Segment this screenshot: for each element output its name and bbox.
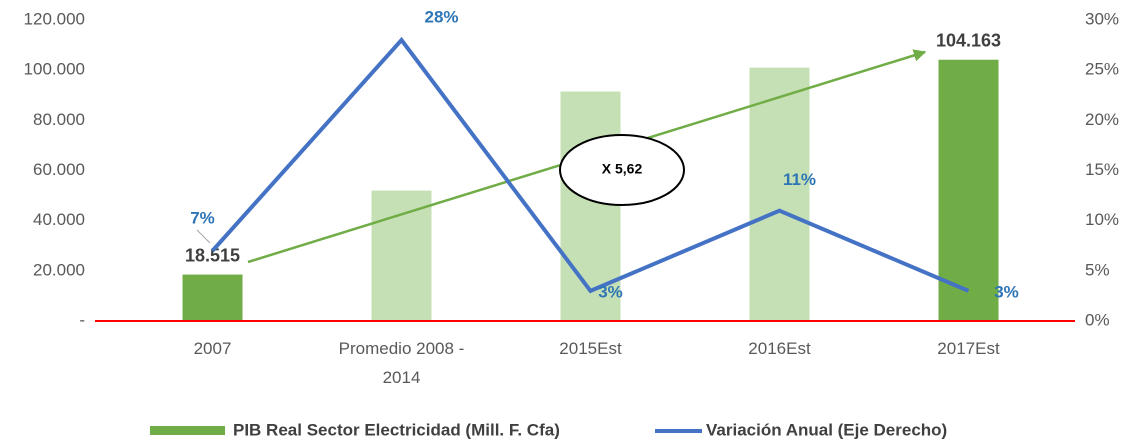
x-tick-label: 2015Est [559, 339, 622, 358]
y-tick-label: 20.000 [33, 260, 85, 279]
bar [371, 190, 432, 321]
x-tick-label: 2016Est [748, 339, 811, 358]
bar [749, 67, 810, 322]
bar-value-label: 104.163 [936, 30, 1001, 50]
bar [938, 59, 999, 321]
y-tick-label: 60.000 [33, 160, 85, 179]
x-tick-label: 2017Est [937, 339, 1000, 358]
annotation-ellipse [559, 134, 685, 206]
y-tick-label: 80.000 [33, 110, 85, 129]
y-tick-label: 100.000 [24, 60, 85, 79]
bar-value-label: 18.515 [185, 245, 240, 265]
line-value-label: 3% [598, 282, 623, 301]
y2-tick-label: 10% [1085, 210, 1119, 229]
y-tick-label: 120.000 [24, 9, 85, 28]
x-tick-label: Promedio 2008 -2014 [339, 339, 465, 387]
y-tick-label: 40.000 [33, 210, 85, 229]
leader [196, 229, 211, 244]
y2-tick-label: 0% [1085, 310, 1110, 329]
y2-tick-label: 25% [1085, 60, 1119, 79]
y2-tick-label: 5% [1085, 260, 1110, 279]
y2-tick-label: 15% [1085, 160, 1119, 179]
y2-tick-label: 30% [1085, 9, 1119, 28]
line [211, 36, 970, 294]
bar [182, 274, 243, 321]
line-value-label: 28% [424, 8, 458, 27]
legend-swatch [150, 426, 225, 435]
x-tick-label: 2007 [194, 339, 232, 358]
y2-tick-label: 20% [1085, 110, 1119, 129]
line-value-label: 3% [994, 282, 1019, 301]
line-value-label: 7% [190, 208, 215, 227]
legend-label: PIB Real Sector Electricidad (Mill. F. C… [233, 420, 560, 439]
legend-label: Variación Anual (Eje Derecho) [706, 420, 947, 439]
annotation: X 5,62 [602, 161, 643, 177]
y-tick-label: - [79, 310, 85, 329]
line-value-label: 11% [783, 170, 816, 189]
